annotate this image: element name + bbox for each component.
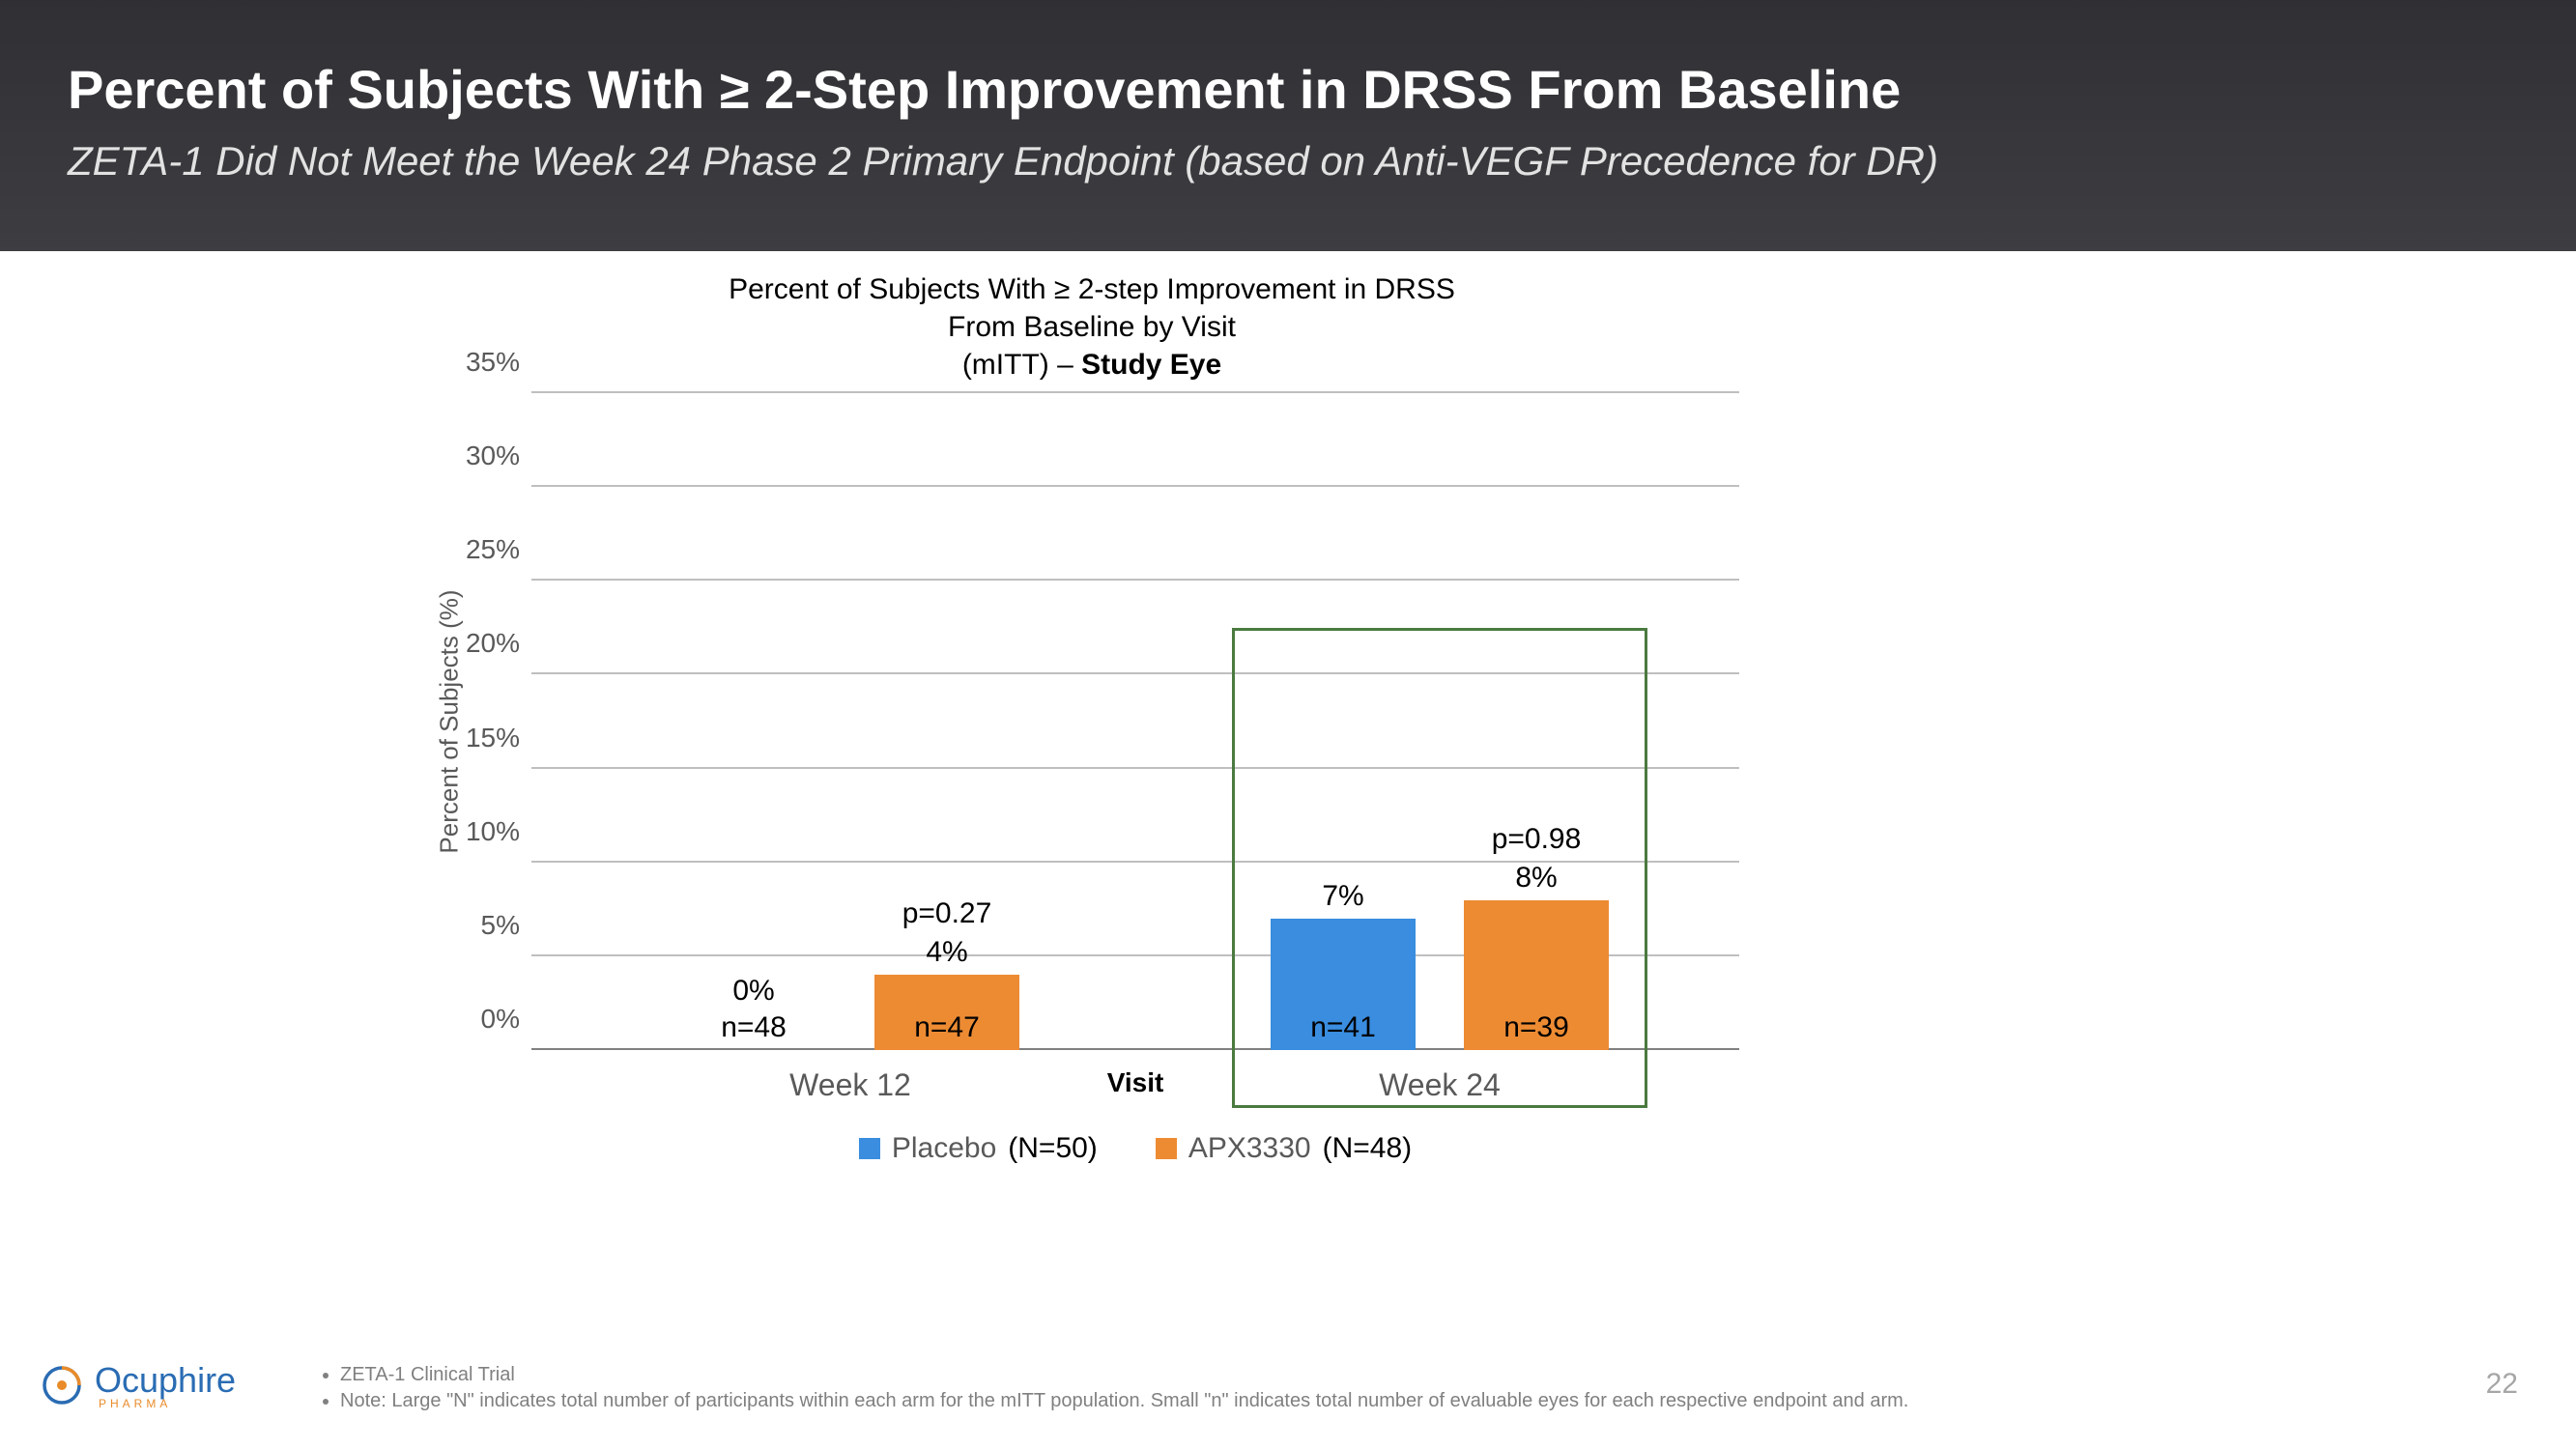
bar-value-label: 8% [1515, 862, 1557, 895]
gridline [531, 767, 1739, 769]
ytick-label: 10% [466, 816, 520, 847]
ytick-label: 0% [481, 1004, 520, 1035]
slide-header: Percent of Subjects With ≥ 2-Step Improv… [0, 0, 2576, 251]
bar-value-label: 4% [926, 936, 967, 969]
footnotes: ZETA-1 Clinical Trial Note: Large "N" in… [319, 1362, 1908, 1414]
chart-bar: 4%p=0.27n=47 [874, 975, 1019, 1050]
slide-subtitle: ZETA-1 Did Not Meet the Week 24 Phase 2 … [68, 138, 2508, 185]
ytick-label: 15% [466, 723, 520, 753]
x-category-label: Week 24 [1379, 1067, 1501, 1103]
gridline [531, 579, 1739, 581]
legend-swatch-placebo [859, 1138, 880, 1159]
chart-container: Percent of Subjects With ≥ 2-step Improv… [415, 270, 1768, 1050]
gridline [531, 485, 1739, 487]
legend-item-apx3330: APX3330 (N=48) [1156, 1132, 1412, 1165]
logo-icon [39, 1362, 85, 1408]
chart-title-line1: Percent of Subjects With ≥ 2-step Improv… [415, 270, 1768, 308]
logo-name: Ocuphire [95, 1360, 236, 1401]
ytick-label: 30% [466, 440, 520, 471]
gridline [531, 391, 1739, 393]
p-value-label: p=0.98 [1492, 823, 1582, 856]
chart-bar: 7%n=41 [1271, 919, 1416, 1050]
ytick-label: 35% [466, 347, 520, 378]
legend-swatch-apx3330 [1156, 1138, 1177, 1159]
x-category-label: Week 12 [789, 1067, 911, 1103]
ytick-label: 5% [481, 910, 520, 941]
legend-label-placebo: Placebo [892, 1132, 996, 1165]
bar-value-label: 7% [1322, 880, 1363, 913]
bar-n-label: n=47 [914, 1011, 980, 1044]
gridline [531, 861, 1739, 863]
ytick-label: 20% [466, 628, 520, 659]
ytick-label: 25% [466, 534, 520, 565]
legend-n-placebo: (N=50) [1008, 1132, 1098, 1165]
chart-plot: Percent of Subjects (%) Visit Placebo (N… [531, 393, 1739, 1050]
footnote-2: Note: Large "N" indicates total number o… [340, 1388, 1908, 1414]
page-number: 22 [2486, 1368, 2518, 1401]
chart-title-line2: From Baseline by Visit [415, 308, 1768, 346]
bar-n-label: n=39 [1503, 1011, 1569, 1044]
chart-legend: Placebo (N=50) APX3330 (N=48) [531, 1132, 1739, 1165]
chart-title-line3: (mITT) – Study Eye [415, 346, 1768, 384]
gridline [531, 672, 1739, 674]
bar-n-label: n=41 [1310, 1011, 1376, 1044]
legend-n-apx3330: (N=48) [1323, 1132, 1413, 1165]
legend-item-placebo: Placebo (N=50) [859, 1132, 1098, 1165]
chart-bar: 8%p=0.98n=39 [1464, 900, 1609, 1050]
x-axis-label: Visit [1107, 1067, 1164, 1098]
chart-title: Percent of Subjects With ≥ 2-step Improv… [415, 270, 1768, 384]
legend-label-apx3330: APX3330 [1188, 1132, 1311, 1165]
footnote-1: ZETA-1 Clinical Trial [340, 1362, 1908, 1388]
y-axis-label: Percent of Subjects (%) [435, 589, 465, 853]
p-value-label: p=0.27 [902, 897, 992, 930]
company-logo: Ocuphire PHARMA [39, 1360, 236, 1410]
slide-title: Percent of Subjects With ≥ 2-Step Improv… [68, 58, 2508, 121]
